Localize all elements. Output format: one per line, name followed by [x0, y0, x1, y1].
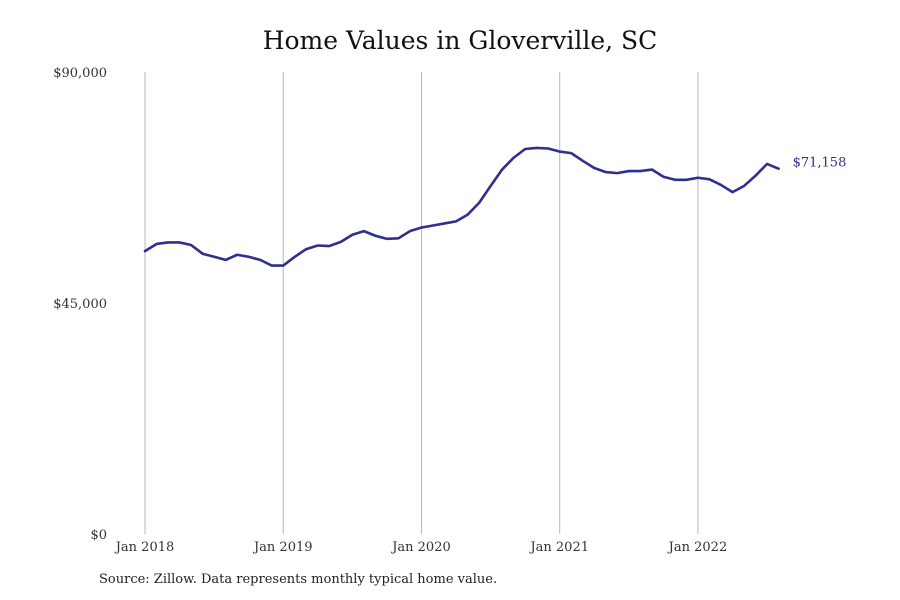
data-point-2018-11 [259, 259, 262, 262]
data-point-2022-01 [697, 176, 700, 179]
data-point-2019-12 [409, 230, 412, 233]
x-tick-label: Jan 2019 [252, 540, 313, 555]
data-point-2021-09 [651, 168, 654, 171]
data-point-2022-05 [743, 185, 746, 188]
data-point-2018-04 [178, 241, 181, 244]
end-value-label: $71,158 [793, 156, 847, 171]
data-point-2022-08 [777, 167, 780, 170]
data-point-2018-10 [247, 255, 250, 258]
data-point-2020-09 [512, 156, 515, 159]
data-point-2021-05 [605, 171, 608, 174]
data-point-2021-11 [674, 179, 677, 182]
data-point-2020-05 [466, 213, 469, 216]
data-point-2022-04 [731, 191, 734, 194]
data-point-2019-09 [374, 234, 377, 237]
data-point-2019-04 [317, 244, 320, 247]
data-point-2019-11 [397, 237, 400, 240]
x-tick-label: Jan 2021 [528, 540, 589, 555]
data-point-2021-12 [685, 179, 688, 182]
data-point-2021-08 [639, 170, 642, 173]
data-point-2020-07 [489, 185, 492, 188]
data-point-2020-10 [524, 148, 527, 151]
data-point-2020-04 [455, 220, 458, 223]
data-point-2021-03 [581, 160, 584, 163]
data-point-2019-01 [282, 264, 285, 267]
y-axis-ticks: $0 $45,000 $90,000 [53, 66, 107, 543]
data-point-2021-07 [628, 170, 631, 173]
data-point-2019-07 [351, 233, 354, 236]
data-point-2020-03 [443, 222, 446, 225]
x-tick-label: Jan 2022 [667, 540, 728, 555]
data-point-2018-03 [167, 241, 170, 244]
data-point-2019-10 [386, 238, 389, 241]
series-home-value [143, 146, 780, 267]
data-point-2018-01 [144, 250, 147, 253]
x-axis-ticks: Jan 2018 Jan 2019 Jan 2020 Jan 2021 Jan 2022 [114, 540, 728, 555]
data-point-2021-02 [570, 152, 573, 155]
data-point-2021-06 [616, 172, 619, 175]
data-point-2019-05 [328, 245, 331, 248]
data-point-2019-06 [340, 241, 343, 244]
source-note: Source: Zillow. Data represents monthly … [99, 572, 498, 587]
data-point-2020-08 [501, 168, 504, 171]
data-point-2018-07 [213, 255, 216, 258]
data-point-2021-10 [662, 175, 665, 178]
data-point-2018-08 [224, 259, 227, 262]
data-point-2022-07 [766, 163, 769, 166]
data-point-2018-12 [270, 264, 273, 267]
data-point-2020-12 [547, 147, 550, 150]
data-point-2020-06 [478, 202, 481, 205]
data-point-2022-03 [720, 184, 723, 187]
data-point-2018-06 [201, 252, 204, 255]
data-point-2020-02 [432, 224, 435, 227]
y-tick-label: $45,000 [53, 297, 107, 312]
data-point-2020-01 [420, 226, 423, 229]
data-point-2022-06 [754, 174, 757, 177]
data-point-2020-11 [535, 147, 538, 150]
data-point-2019-08 [363, 230, 366, 233]
data-point-2021-01 [558, 150, 561, 153]
data-point-2019-02 [293, 255, 296, 258]
chart-title: Home Values in Gloverville, SC [262, 26, 658, 55]
y-tick-label: $90,000 [53, 66, 107, 81]
data-point-2019-03 [305, 248, 308, 251]
x-tick-label: Jan 2018 [114, 540, 175, 555]
data-point-2018-05 [190, 244, 193, 247]
x-tick-label: Jan 2020 [390, 540, 451, 555]
y-tick-label: $0 [90, 528, 107, 543]
data-points [144, 147, 780, 267]
data-point-2022-02 [708, 178, 711, 181]
series-line [143, 146, 780, 267]
data-point-2021-04 [593, 167, 596, 170]
grid-lines [144, 72, 699, 534]
data-point-2018-02 [155, 243, 158, 246]
data-point-2018-09 [236, 253, 239, 256]
